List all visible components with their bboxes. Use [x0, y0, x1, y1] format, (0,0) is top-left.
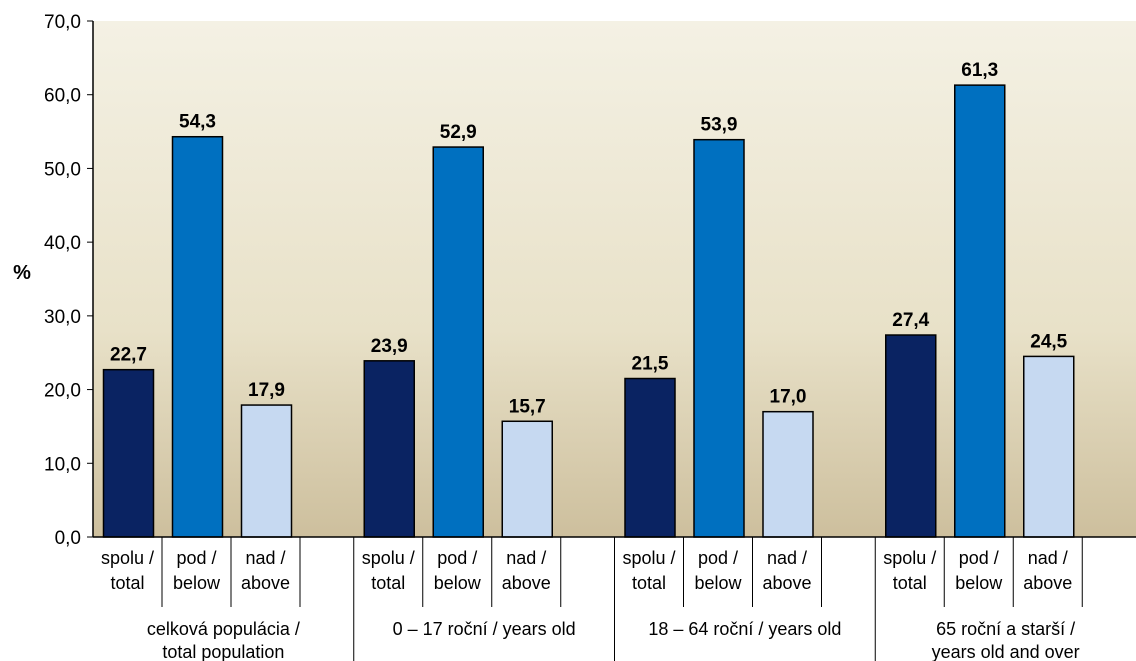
bar	[624, 377, 676, 538]
category-label: pod /	[437, 548, 477, 568]
category-label: pod /	[698, 548, 738, 568]
group-label: total population	[162, 642, 284, 661]
y-axis-title: %	[13, 262, 31, 284]
bar	[102, 368, 155, 538]
category-label: nad /	[245, 548, 285, 568]
category-label: total	[371, 573, 405, 593]
y-tick-label: 0,0	[55, 528, 81, 549]
y-tick-label: 70,0	[44, 12, 81, 33]
category-label: above	[1023, 573, 1072, 593]
data-label: 54,3	[179, 112, 216, 133]
data-label: 15,7	[509, 396, 546, 417]
data-label: 22,7	[110, 345, 147, 366]
data-label: 24,5	[1030, 331, 1067, 352]
category-label: above	[241, 573, 290, 593]
group-label: 18 – 64 roční / years old	[648, 619, 841, 639]
category-label: pod /	[176, 548, 216, 568]
category-label: below	[955, 573, 1003, 593]
y-tick-label: 50,0	[44, 159, 81, 180]
x-axis: celková populácia / total population spolu…	[93, 536, 1136, 661]
group-label: years old and over	[932, 642, 1080, 661]
category-label: pod /	[959, 548, 999, 568]
data-label: 61,3	[961, 60, 998, 81]
bar	[885, 334, 937, 538]
group-label: 65 roční a starší /	[936, 619, 1075, 639]
category-label: total	[110, 573, 144, 593]
category-label: nad /	[1028, 548, 1068, 568]
category-label: nad /	[506, 548, 546, 568]
y-tick-label: 30,0	[44, 307, 81, 328]
group-label: 0 – 17 roční / years old	[393, 619, 576, 639]
bar	[693, 138, 745, 538]
y-axis: 0,0 10,0 20,0 30,0 40,0 50,0 60,0 70,0	[44, 12, 94, 549]
category-label: spolu /	[101, 548, 154, 568]
category-label: spolu /	[883, 548, 936, 568]
data-label: 17,0	[770, 387, 807, 408]
data-label: 52,9	[440, 122, 477, 143]
bar	[432, 146, 484, 538]
bar	[1023, 355, 1075, 538]
data-label: 23,9	[371, 336, 408, 357]
data-label: 27,4	[892, 310, 929, 331]
bar	[954, 84, 1006, 538]
y-tick-label: 20,0	[44, 381, 81, 402]
data-label: 17,9	[248, 380, 285, 401]
category-label: total	[632, 573, 666, 593]
bar	[762, 410, 814, 538]
bars: 22,7 54,3 17,9 23,9 52,9 15,7 21,5 53,9 17,0 27,4…	[102, 60, 1075, 538]
y-tick-label: 60,0	[44, 86, 81, 107]
category-label: above	[762, 573, 811, 593]
category-label: spolu /	[362, 548, 415, 568]
group-label: celková populácia /	[147, 619, 300, 639]
category-label: below	[694, 573, 742, 593]
bar	[240, 404, 293, 538]
bar	[501, 420, 553, 538]
data-label: 21,5	[632, 354, 669, 375]
data-label: 53,9	[701, 115, 738, 136]
y-tick-label: 10,0	[44, 454, 81, 475]
category-label: nad /	[767, 548, 807, 568]
category-label: above	[502, 573, 551, 593]
category-label: total	[893, 573, 927, 593]
bar	[363, 360, 415, 538]
category-label: below	[434, 573, 482, 593]
bar	[171, 135, 224, 538]
category-label: below	[173, 573, 221, 593]
category-label: spolu /	[622, 548, 675, 568]
y-tick-label: 40,0	[44, 233, 81, 254]
